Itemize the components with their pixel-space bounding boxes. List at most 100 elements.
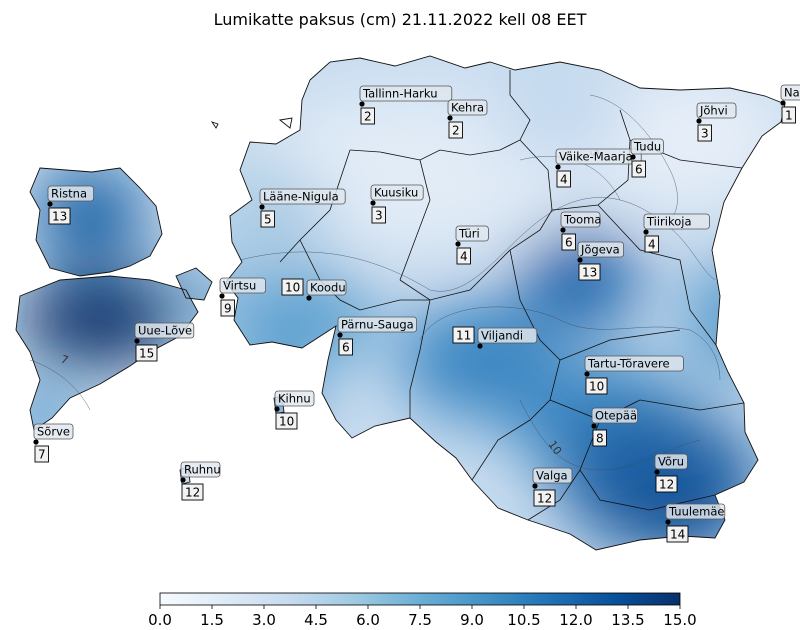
station-marker: [560, 227, 566, 233]
station-value-box: [260, 210, 275, 228]
station-label-box: [359, 85, 453, 102]
station-value: 10: [279, 415, 294, 429]
station-value: 10: [589, 380, 604, 394]
station-value: 9: [224, 302, 232, 316]
station-value-box: [561, 233, 576, 251]
station: Koodu 10: [281, 278, 347, 301]
station-marker: [477, 343, 483, 349]
station-value: 4: [560, 173, 568, 187]
station-value-box: [281, 278, 304, 296]
station-marker: [643, 229, 649, 235]
station-name: Võru: [658, 455, 684, 469]
colorbar-tick-label: 0.0: [148, 611, 172, 629]
colorbar-ticks: 0.0 1.5 3.0 4.5 6.0 7.5 9.0 10.5 12.0 13.5 15.0: [148, 605, 697, 629]
station-label-box: [259, 188, 346, 205]
station-marker: [591, 423, 597, 429]
station-label-box: [219, 277, 266, 294]
station-value: 10: [285, 281, 300, 295]
station-name: Pärnu-Sauga: [341, 318, 414, 332]
station-value: 2: [452, 124, 460, 138]
station-marker: [47, 201, 53, 207]
station-label-box: [477, 327, 538, 344]
station-value-box: [360, 107, 375, 125]
station: Tooma 6: [560, 211, 601, 251]
station-name: Koodu: [310, 281, 346, 295]
station-value: 14: [670, 528, 685, 542]
station-name: Tartu-Tõravere: [587, 357, 670, 371]
station-value: 4: [460, 250, 468, 264]
station-value-box: [585, 377, 608, 395]
station: Tallinn-Harku 2: [359, 85, 453, 125]
station-marker: [359, 101, 365, 107]
station-value: 13: [582, 266, 597, 280]
station-name: Narva: [784, 86, 800, 100]
colorbar: 0.0 1.5 3.0 4.5 6.0 7.5 9.0 10.5 12.0 13.5 15.0: [148, 592, 697, 629]
station-value-box: [34, 445, 49, 463]
station-label-box: [134, 322, 195, 339]
station-name: Tallinn-Harku: [362, 87, 438, 101]
colorbar-tick-label: 12.0: [559, 611, 592, 629]
station: Ristna 13: [47, 185, 94, 225]
station-marker: [134, 338, 140, 344]
station-value: 8: [596, 432, 604, 446]
station-name: Tuulemäe: [668, 505, 724, 519]
station: Virtsu 9: [219, 277, 266, 317]
station-marker: [180, 477, 186, 483]
station-value-box: [666, 525, 689, 543]
station: Kehra 2: [447, 99, 488, 139]
station-name: Väike-Maarja: [559, 150, 633, 164]
station-name: Jõgeva: [580, 243, 620, 257]
station: Valga 12: [532, 467, 573, 507]
station-name: Tooma: [563, 213, 601, 227]
station-value-box: [456, 247, 471, 265]
station-name: Viljandi: [481, 329, 523, 343]
station-value: 1: [785, 109, 793, 123]
station-value-box: [533, 489, 556, 507]
station-value: 6: [635, 163, 643, 177]
station: Ruhnu 12: [180, 461, 221, 501]
station-value-box: [592, 429, 607, 447]
station-label-box: [447, 99, 488, 116]
station-value: 12: [537, 492, 552, 506]
station-label-box: [532, 467, 573, 484]
station-value: 12: [185, 486, 200, 500]
colorbar-tick-label: 15.0: [663, 611, 696, 629]
station-name: Lääne-Nigula: [263, 190, 339, 204]
station-value-box: [781, 106, 796, 124]
station-value: 5: [264, 213, 272, 227]
station-marker: [219, 293, 225, 299]
station: Otepää 8: [591, 407, 638, 447]
station-label-box: [577, 241, 624, 258]
station-value-box: [338, 338, 353, 356]
station-marker: [780, 100, 786, 106]
map-title: Lumikatte paksus (cm) 21.11.2022 kell 08…: [213, 10, 587, 29]
station: Lääne-Nigula 5: [259, 188, 346, 228]
station-value-box: [48, 207, 71, 225]
station-value: 6: [565, 236, 573, 250]
station-label-box: [33, 423, 74, 440]
station-label-box: [643, 213, 710, 230]
station-label-box: [306, 279, 347, 296]
station-value: 15: [139, 347, 154, 361]
station-value: 4: [648, 238, 656, 252]
station: Võru 12: [654, 453, 688, 493]
station-value-box: [135, 344, 158, 362]
station-label-box: [654, 453, 688, 470]
station-label-box: [630, 138, 664, 155]
station-name: Sõrve: [37, 425, 70, 439]
station: Tiirikoja 4: [643, 213, 710, 253]
station-value-box: [697, 124, 712, 142]
station-name: Virtsu: [223, 279, 256, 293]
station-marker: [584, 371, 590, 377]
station: Pärnu-Sauga 6: [337, 316, 417, 356]
station-value-box: [644, 235, 659, 253]
station-name: Tiirikoja: [646, 215, 692, 229]
colorbar-gradient: [159, 592, 681, 606]
station-value-box: [181, 483, 204, 501]
station-value-box: [371, 206, 386, 224]
contour-label: 7: [59, 353, 70, 368]
station-value: 3: [375, 209, 383, 223]
station-name: Kuusiku: [374, 186, 418, 200]
station: Tudu 6: [630, 138, 664, 178]
